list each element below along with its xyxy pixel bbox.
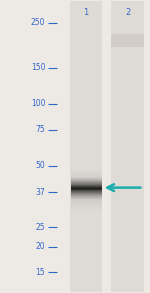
Bar [70,199,102,200]
Bar [70,199,102,200]
Text: 250: 250 [31,18,45,27]
Bar [70,196,102,197]
Bar [70,183,102,184]
Text: 75: 75 [36,125,45,134]
Bar [70,169,102,170]
Bar [70,194,102,195]
Bar [70,190,102,191]
Bar [70,182,102,183]
Bar [70,195,102,196]
Text: 50: 50 [36,161,45,170]
Bar [70,175,102,176]
Bar [70,210,102,211]
Bar [70,196,102,197]
Bar [70,202,102,203]
Bar [70,198,102,199]
Text: 100: 100 [31,100,45,108]
Bar [70,191,102,192]
Text: 2: 2 [125,8,130,16]
Bar [70,204,102,205]
Text: 1: 1 [84,8,89,16]
Text: 15: 15 [36,268,45,277]
Bar [70,193,102,194]
Bar [70,190,102,191]
Bar [70,173,102,174]
Bar [70,187,102,188]
Bar [70,209,102,210]
Bar [70,170,102,171]
Bar [70,171,102,172]
Bar [70,197,102,198]
Bar [70,207,102,208]
Bar [70,180,102,181]
Bar [70,200,102,201]
Bar [70,203,102,204]
Bar [70,197,102,198]
Text: 150: 150 [31,64,45,72]
Text: 37: 37 [36,188,45,197]
Bar [70,185,102,186]
Bar [70,201,102,202]
Bar [70,172,102,173]
Bar [70,174,102,175]
Bar [70,181,102,182]
Bar [70,187,102,188]
Bar [111,1,144,292]
Bar [70,177,102,178]
Bar [70,192,102,193]
Bar [70,184,102,185]
Bar [70,188,102,189]
Bar [70,194,102,195]
Bar [70,176,102,177]
Bar [70,208,102,209]
Bar [70,178,102,179]
Bar [70,177,102,178]
Bar [70,186,102,187]
Bar [70,182,102,183]
Text: 25: 25 [36,223,45,232]
Bar [70,191,102,192]
Bar [70,192,102,193]
Bar [70,184,102,185]
Bar [70,206,102,207]
Bar [70,183,102,184]
Bar [70,186,102,187]
Text: 20: 20 [36,242,45,251]
Bar [70,205,102,206]
Bar [70,195,102,196]
Bar [70,188,102,189]
Bar [70,179,102,180]
Bar [70,178,102,179]
Bar [70,193,102,194]
Bar [70,189,102,190]
Bar [70,179,102,180]
Bar [111,34,144,47]
Bar [70,185,102,186]
Bar [70,1,102,292]
Bar [70,180,102,181]
Bar [70,181,102,182]
Bar [70,198,102,199]
Bar [70,189,102,190]
